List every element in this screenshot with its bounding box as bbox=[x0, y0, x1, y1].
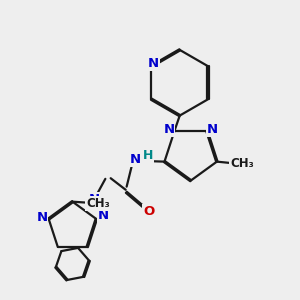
Text: N: N bbox=[207, 123, 218, 136]
Text: N: N bbox=[148, 57, 159, 70]
Text: N: N bbox=[130, 153, 141, 166]
Text: CH₃: CH₃ bbox=[230, 157, 254, 170]
Text: H: H bbox=[142, 149, 153, 162]
Text: N: N bbox=[89, 193, 100, 206]
Text: O: O bbox=[143, 205, 155, 218]
Text: N: N bbox=[98, 209, 109, 222]
Text: N: N bbox=[36, 211, 47, 224]
Text: CH₃: CH₃ bbox=[86, 197, 110, 210]
Text: N: N bbox=[163, 123, 174, 136]
